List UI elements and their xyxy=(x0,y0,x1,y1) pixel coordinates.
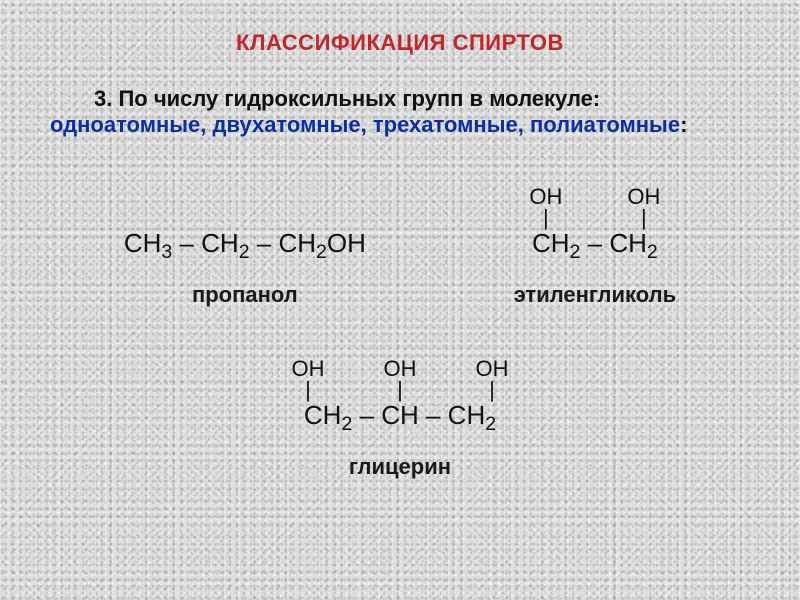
hydroxyl-group: OH| xyxy=(471,358,513,400)
propanol-label: пропанол xyxy=(124,282,366,308)
hydroxyl-group: OH| xyxy=(379,358,421,400)
hydroxyl-group: OH| xyxy=(287,358,329,400)
molecule-glycerol: OH| OH| OH| CH2 – CH – CH2 глицерин xyxy=(287,358,513,480)
hydroxyl-group: OH| xyxy=(525,186,567,228)
ethylene-glycol-formula: CH2 – CH2 xyxy=(514,228,677,264)
glycerol-label: глицерин xyxy=(287,454,513,480)
ethylene-glycol-oh-row: OH| OH| xyxy=(514,186,677,228)
propanol-formula: CH3 – CH2 – CH2OH xyxy=(124,228,366,264)
molecule-row-2: OH| OH| OH| CH2 – CH – CH2 глицерин xyxy=(50,358,750,480)
molecule-row-1: CH3 – CH2 – CH2OH пропанол OH| OH| CH2 – … xyxy=(50,186,750,308)
ethylene-glycol-label: этиленгликоль xyxy=(514,282,677,308)
intro-highlight: одноатомные, двухатомные, трехатомные, п… xyxy=(50,112,680,137)
intro-tail: : xyxy=(680,112,687,137)
intro-paragraph: 3. По числу гидроксильных групп в молеку… xyxy=(50,86,750,138)
page-title: КЛАССИФИКАЦИЯ СПИРТОВ xyxy=(50,30,750,56)
molecule-ethylene-glycol: OH| OH| CH2 – CH2 этиленгликоль xyxy=(514,186,677,308)
intro-lead: 3. По числу гидроксильных групп в молеку… xyxy=(94,86,600,111)
glycerol-formula: CH2 – CH – CH2 xyxy=(287,400,513,436)
molecule-propanol: CH3 – CH2 – CH2OH пропанол xyxy=(124,228,366,308)
hydroxyl-group: OH| xyxy=(623,186,665,228)
glycerol-oh-row: OH| OH| OH| xyxy=(287,358,513,400)
